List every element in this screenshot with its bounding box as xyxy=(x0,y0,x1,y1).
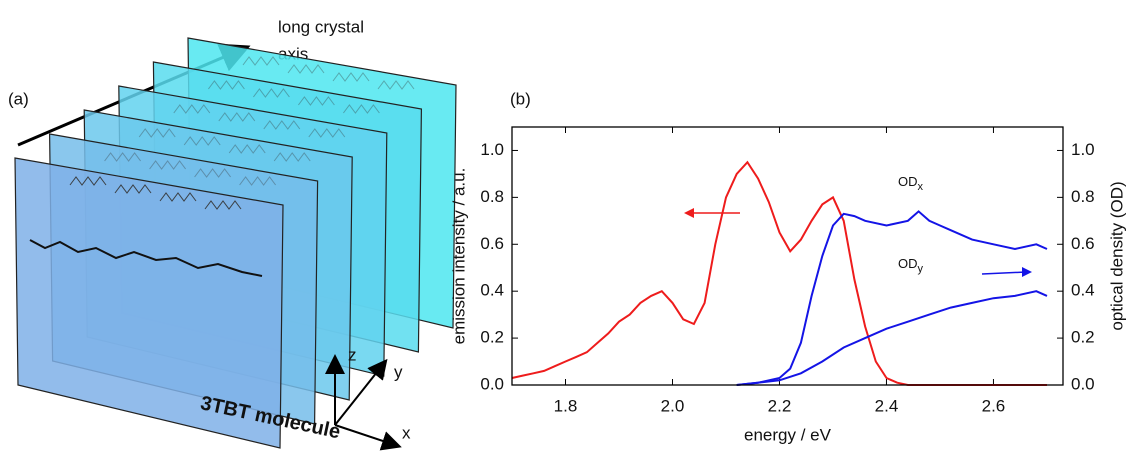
axis-name: y xyxy=(394,362,403,381)
x-tick-label: 2.4 xyxy=(875,396,899,415)
arrowhead xyxy=(684,208,694,218)
panel-b: (b) 1.8 2.0 2.2 2.4 2.6 0.0 0.2 0.4 0.6 0.8 1.0 0.0 0… xyxy=(449,89,1126,444)
x-tick-label: 2.2 xyxy=(768,396,792,415)
annotation-sub: y xyxy=(918,263,924,275)
annotation-text: OD xyxy=(898,256,918,271)
molecule-sketch xyxy=(183,136,221,146)
molecule-sketch xyxy=(298,96,335,106)
y-axis xyxy=(334,358,388,426)
molecule-sketch xyxy=(138,128,176,138)
x-tick-label: 2.6 xyxy=(982,396,1006,415)
y2-axis-label: optical density (OD) xyxy=(1107,181,1126,330)
molecule-sketch xyxy=(159,192,197,202)
y2-tick-label: 0.4 xyxy=(1071,281,1095,300)
y-tick-label: 0.8 xyxy=(480,187,504,206)
molecule-sketch xyxy=(114,184,152,194)
molecule-sketch xyxy=(104,152,141,162)
x-tick-label: 2.0 xyxy=(661,396,685,415)
panel-label: (a) xyxy=(8,89,29,108)
plot-frame xyxy=(511,126,1064,386)
plane xyxy=(14,157,284,449)
molecule-sketch xyxy=(69,176,107,186)
molecule-sketch xyxy=(149,160,186,170)
molecule-sketch xyxy=(204,200,242,210)
x-tick-label: 1.8 xyxy=(554,396,578,415)
molecule-sketch xyxy=(228,144,266,154)
molecule-sketch xyxy=(218,112,256,122)
molecule-sketch xyxy=(208,80,245,90)
molecule-sketch xyxy=(343,104,380,114)
molecule-sketch xyxy=(242,56,280,66)
arrow xyxy=(981,271,1027,275)
y2-tick-label: 0.0 xyxy=(1071,374,1095,393)
molecule-sketch xyxy=(263,120,301,130)
y2-tick-label: 0.6 xyxy=(1071,234,1095,253)
annotation-text: OD xyxy=(898,174,918,189)
molecule-backbone xyxy=(29,239,263,277)
molecule-sketch xyxy=(194,168,231,178)
arrowhead xyxy=(1022,267,1032,277)
molecule-sketch xyxy=(173,104,211,114)
annotation: ODx xyxy=(898,174,924,192)
molecule-sketch xyxy=(287,64,325,74)
annotation-sub: x xyxy=(918,181,924,193)
y-tick-label: 0.4 xyxy=(480,281,504,300)
x-axis xyxy=(334,424,402,451)
axis-name: z xyxy=(348,345,357,364)
y-axis-label: emission intensity / a.u. xyxy=(449,168,468,345)
y-tick-label: 1.0 xyxy=(480,140,504,159)
y2-tick-label: 0.2 xyxy=(1071,328,1095,347)
series-line xyxy=(511,160,1047,386)
y2-tick-label: 1.0 xyxy=(1071,140,1095,159)
molecule-sketch xyxy=(273,152,311,162)
y-tick-label: 0.2 xyxy=(480,328,504,347)
panel-a: long crystal axis (a) 3TBT molecule z y … xyxy=(8,17,457,451)
molecule-sketch xyxy=(377,80,415,90)
molecule-sketch xyxy=(253,88,290,98)
molecule-sketch xyxy=(239,176,276,186)
molecule-sketch xyxy=(308,128,346,138)
molecule-sketch xyxy=(332,72,370,82)
axis-label: long crystal xyxy=(278,17,364,36)
y2-tick-label: 0.8 xyxy=(1071,187,1095,206)
y-tick-label: 0.6 xyxy=(480,234,504,253)
axis-name: x xyxy=(402,423,411,442)
annotation: ODy xyxy=(898,256,924,274)
panel-label: (b) xyxy=(510,89,531,108)
x-axis-label: energy / eV xyxy=(744,425,832,444)
series-line xyxy=(736,290,1048,386)
series-line xyxy=(736,210,1048,386)
y-tick-label: 0.0 xyxy=(480,374,504,393)
